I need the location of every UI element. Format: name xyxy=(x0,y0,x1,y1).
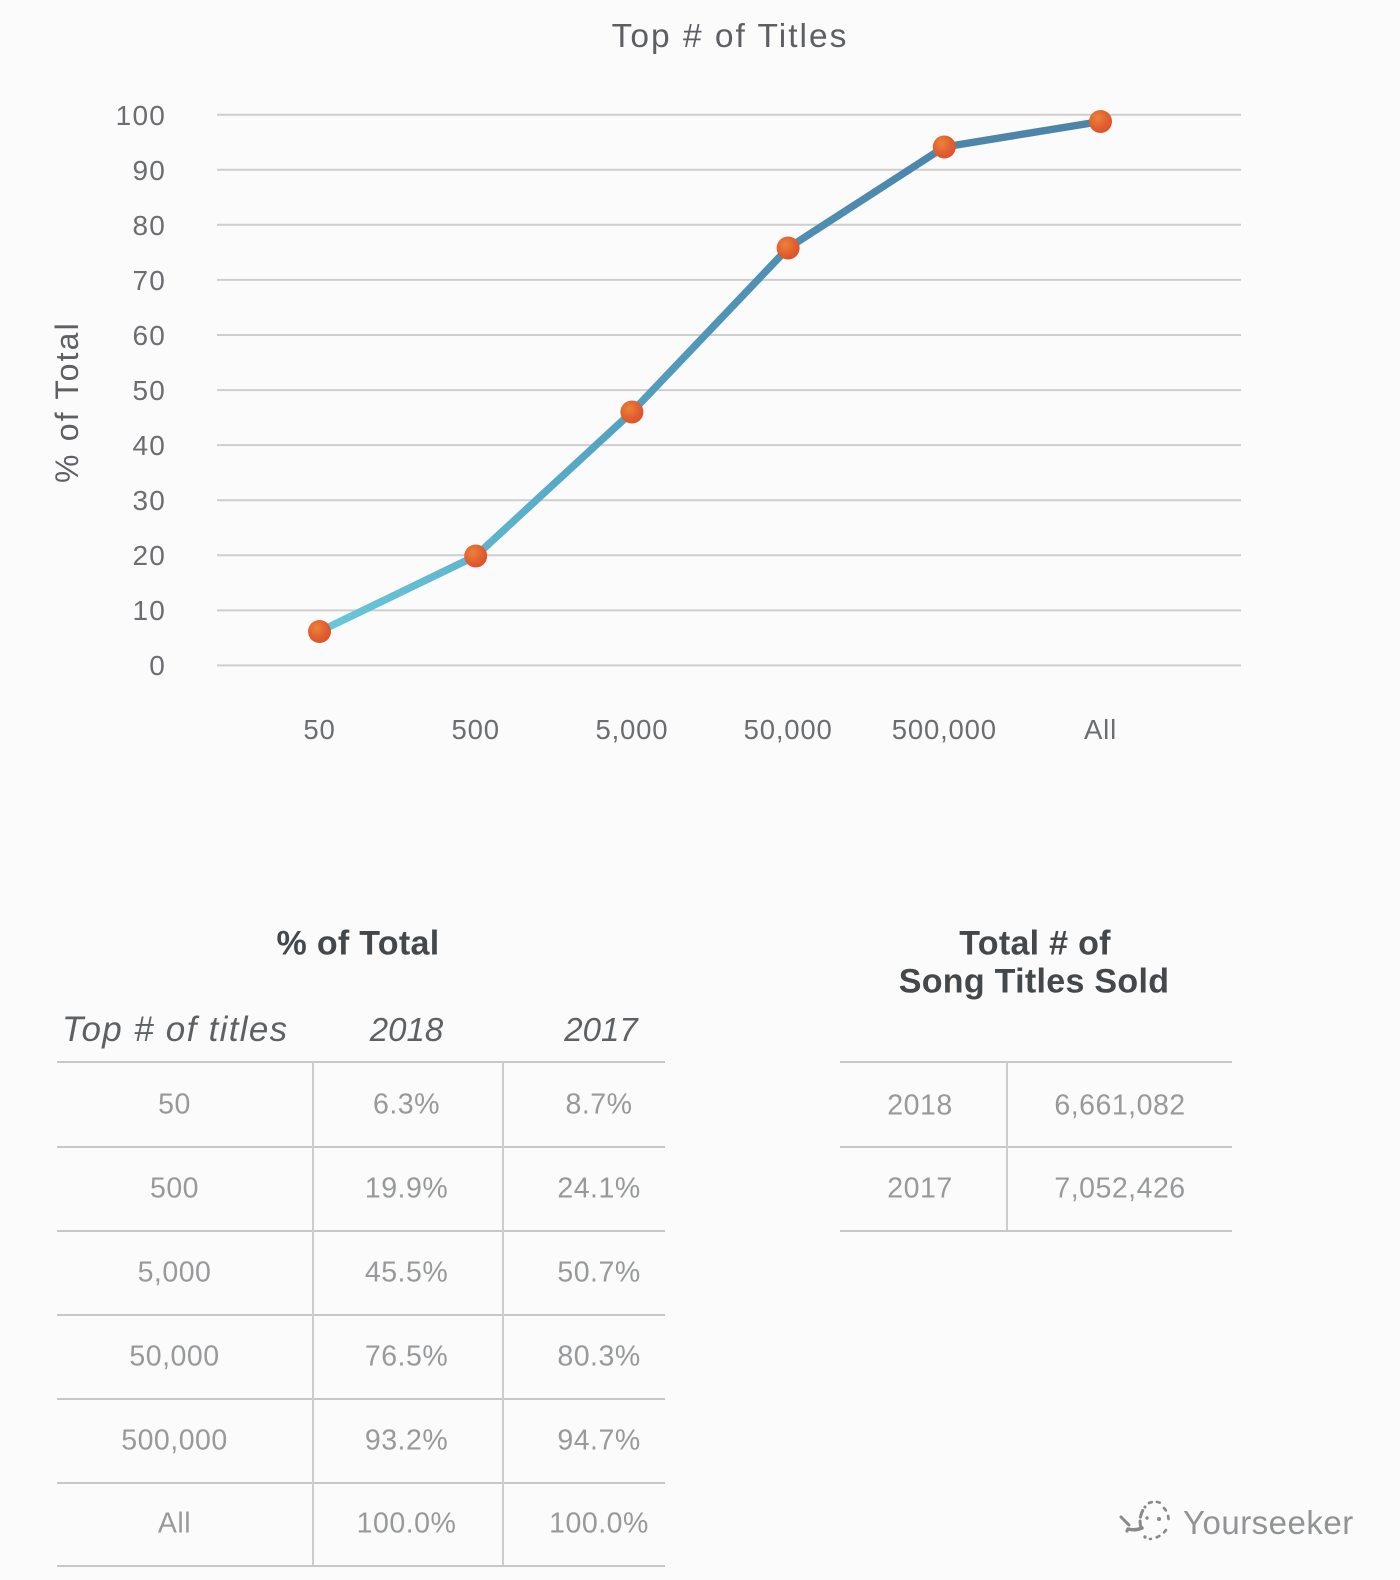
svg-text:60: 60 xyxy=(132,320,166,351)
svg-text:0: 0 xyxy=(149,650,166,681)
svg-text:50: 50 xyxy=(132,375,166,406)
svg-text:Yourseeker: Yourseeker xyxy=(1183,1504,1354,1541)
svg-text:70: 70 xyxy=(132,265,166,296)
svg-text:% of Total: % of Total xyxy=(49,321,85,483)
svg-text:50,000: 50,000 xyxy=(744,714,833,745)
svg-text:100: 100 xyxy=(116,100,166,131)
svg-text:Top # of Titles: Top # of Titles xyxy=(612,18,849,55)
svg-text:90: 90 xyxy=(132,155,166,186)
svg-text:500: 500 xyxy=(452,714,500,745)
svg-text:30: 30 xyxy=(132,485,166,516)
svg-text:500,000: 500,000 xyxy=(892,714,997,745)
svg-text:20: 20 xyxy=(132,540,166,571)
svg-text:5,000: 5,000 xyxy=(595,714,668,745)
svg-text:10: 10 xyxy=(132,595,166,626)
svg-text:50: 50 xyxy=(303,714,335,745)
svg-text:40: 40 xyxy=(132,430,166,461)
svg-text:All: All xyxy=(1084,714,1117,745)
svg-text:80: 80 xyxy=(132,210,166,241)
